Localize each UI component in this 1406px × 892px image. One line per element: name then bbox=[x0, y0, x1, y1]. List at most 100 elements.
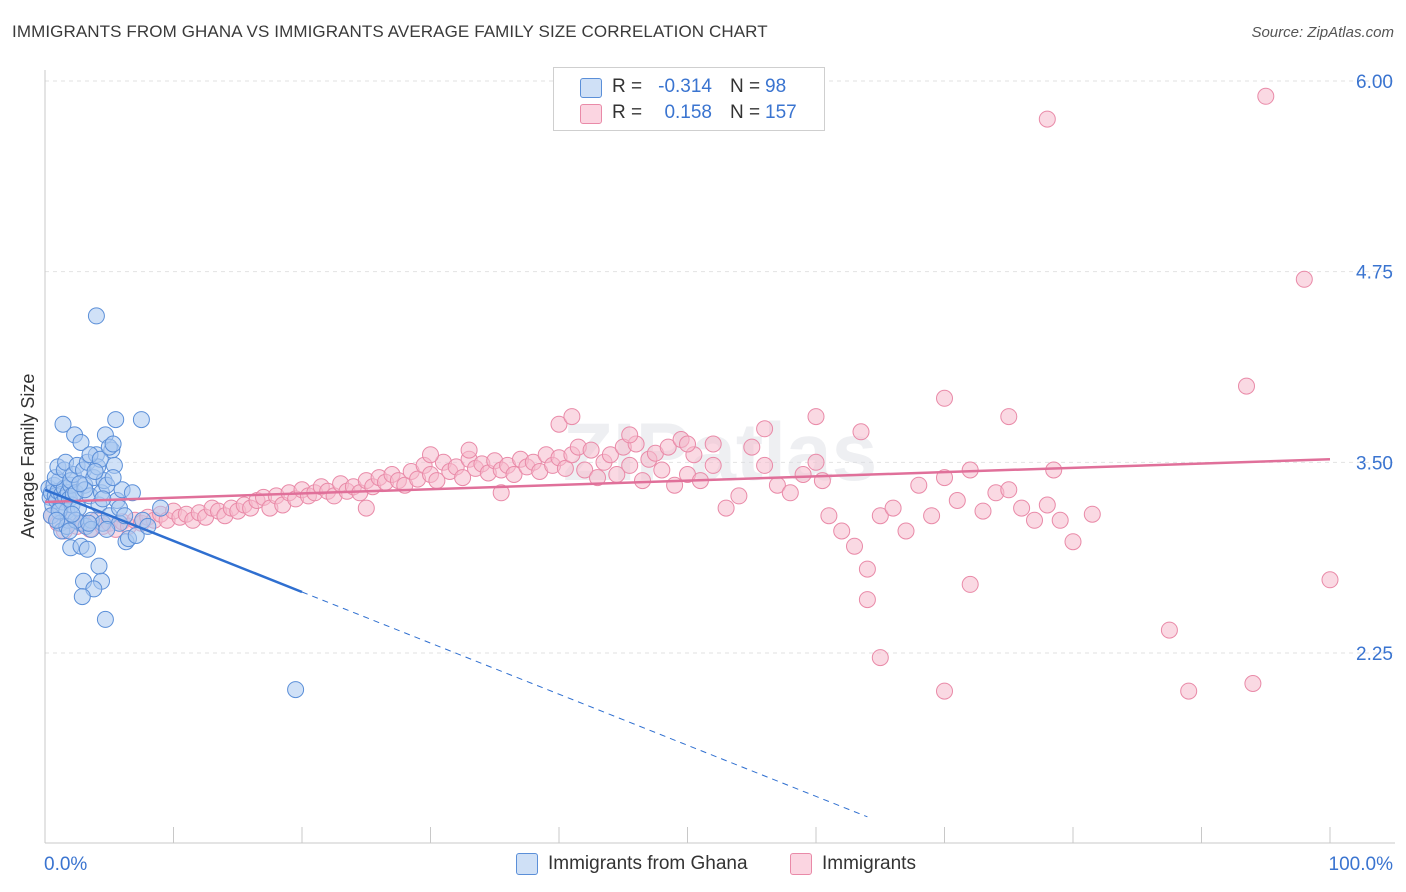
immigrants-point bbox=[621, 426, 639, 444]
ghana-point bbox=[98, 520, 116, 538]
immigrants-point bbox=[492, 484, 510, 502]
correlation-legend: R = -0.314 N = 98 R = 0.158 N = 157 bbox=[553, 67, 825, 131]
immigrants-point bbox=[730, 487, 748, 505]
immigrants-point bbox=[1013, 499, 1031, 517]
ghana-point bbox=[152, 499, 170, 517]
legend-n-value: 98 bbox=[765, 76, 787, 97]
immigrants-point bbox=[961, 575, 979, 593]
immigrants-point bbox=[871, 507, 889, 525]
immigrants-point bbox=[1051, 511, 1069, 529]
immigrants-point bbox=[936, 682, 953, 700]
immigrants-point bbox=[833, 522, 851, 540]
immigrants-point bbox=[576, 461, 594, 479]
immigrants-point bbox=[884, 499, 902, 517]
immigrants-point bbox=[460, 441, 478, 459]
bottom-legend-swatch-immigrants bbox=[790, 853, 812, 875]
ghana-point bbox=[96, 610, 114, 628]
legend-row-immigrants: R = 0.158 N = 157 bbox=[554, 101, 824, 127]
ghana-point bbox=[48, 511, 66, 529]
immigrants-point bbox=[704, 456, 722, 474]
immigrants-point bbox=[1064, 533, 1082, 551]
ghana-point bbox=[72, 434, 90, 451]
ghana-point bbox=[104, 469, 122, 487]
chart-title: IMMIGRANTS FROM GHANA VS IMMIGRANTS AVER… bbox=[12, 22, 768, 41]
y-tick-label: 6.00 bbox=[1356, 72, 1393, 93]
immigrants-point bbox=[858, 591, 876, 609]
legend-row-ghana: R = -0.314 N = 98 bbox=[554, 75, 824, 101]
trend-layer bbox=[44, 458, 1331, 818]
immigrants-point bbox=[871, 649, 889, 667]
y-tick-label: 4.75 bbox=[1356, 263, 1393, 284]
axis-layer bbox=[44, 70, 1395, 844]
immigrants-point bbox=[1026, 511, 1043, 529]
immigrants-point bbox=[936, 389, 953, 407]
chart-source: Source: ZipAtlas.com bbox=[1251, 24, 1394, 41]
ghana-point bbox=[127, 527, 145, 544]
immigrants-point bbox=[582, 441, 600, 459]
ghana-point bbox=[80, 514, 98, 532]
legend-r-value: -0.314 bbox=[658, 76, 712, 97]
immigrants-point bbox=[601, 446, 619, 464]
immigrants-point bbox=[1000, 408, 1018, 426]
immigrants-points bbox=[42, 87, 1339, 700]
immigrants-point bbox=[910, 476, 928, 494]
ghana-point bbox=[54, 415, 72, 433]
legend-n-label: N = bbox=[730, 102, 761, 123]
ghana-point bbox=[63, 505, 81, 523]
immigrants-point bbox=[923, 507, 941, 525]
immigrants-point bbox=[357, 499, 375, 517]
immigrants-point bbox=[781, 484, 799, 502]
immigrants-point bbox=[1321, 571, 1339, 589]
immigrants-point bbox=[563, 408, 581, 426]
immigrants-point bbox=[704, 435, 722, 453]
legend-swatch-immigrants bbox=[580, 104, 602, 124]
immigrants-point bbox=[556, 459, 574, 477]
legend-n-value: 157 bbox=[765, 102, 797, 123]
immigrants-point bbox=[621, 456, 639, 474]
immigrants-point bbox=[1000, 481, 1018, 499]
x-tick-label: 0.0% bbox=[44, 854, 87, 875]
immigrants-point bbox=[852, 423, 870, 441]
immigrants-point bbox=[1045, 461, 1063, 479]
ghana-trend-line bbox=[44, 488, 303, 594]
bottom-legend-label-immigrants: Immigrants bbox=[822, 853, 916, 874]
immigrants-point bbox=[717, 499, 735, 517]
immigrants-point bbox=[897, 522, 915, 540]
ghana-point bbox=[86, 463, 104, 480]
ghana-point bbox=[78, 540, 96, 558]
immigrants-point bbox=[1238, 377, 1255, 395]
immigrants-point bbox=[756, 420, 774, 438]
immigrants-point bbox=[820, 507, 838, 525]
immigrants-point bbox=[756, 456, 774, 474]
immigrants-point bbox=[1083, 505, 1101, 523]
bottom-legend-label-ghana: Immigrants from Ghana bbox=[548, 853, 748, 874]
bottom-legend-swatch-ghana bbox=[516, 853, 538, 875]
legend-r-label: R = bbox=[612, 76, 643, 97]
immigrants-point bbox=[589, 469, 606, 487]
immigrants-point bbox=[794, 466, 812, 483]
ghana-point bbox=[107, 411, 125, 429]
immigrants-point bbox=[1160, 621, 1178, 639]
x-tick-label: 100.0% bbox=[1329, 854, 1394, 875]
immigrants-point bbox=[743, 438, 761, 456]
immigrants-point bbox=[948, 492, 966, 509]
y-tick-label: 3.50 bbox=[1356, 453, 1393, 474]
immigrants-point bbox=[936, 469, 953, 487]
legend-r-label: R = bbox=[612, 102, 643, 123]
immigrants-point bbox=[679, 435, 696, 453]
legend-r-value: 0.158 bbox=[664, 102, 712, 123]
immigrants-trend-line bbox=[44, 458, 1331, 504]
immigrants-point bbox=[1295, 270, 1313, 288]
immigrants-point bbox=[1257, 87, 1275, 105]
immigrants-point bbox=[550, 415, 568, 433]
ghana-point bbox=[132, 411, 150, 429]
immigrants-point bbox=[1038, 110, 1056, 128]
ghana-point bbox=[287, 681, 305, 699]
ghana-point bbox=[73, 588, 91, 606]
immigrants-point bbox=[422, 446, 439, 464]
immigrants-point bbox=[974, 502, 992, 520]
ghana-point bbox=[71, 475, 89, 493]
tick-label-layer: 2.25 3.50 4.75 6.00 0.0% 100.0% bbox=[44, 72, 1393, 875]
ghana-point bbox=[60, 522, 78, 540]
